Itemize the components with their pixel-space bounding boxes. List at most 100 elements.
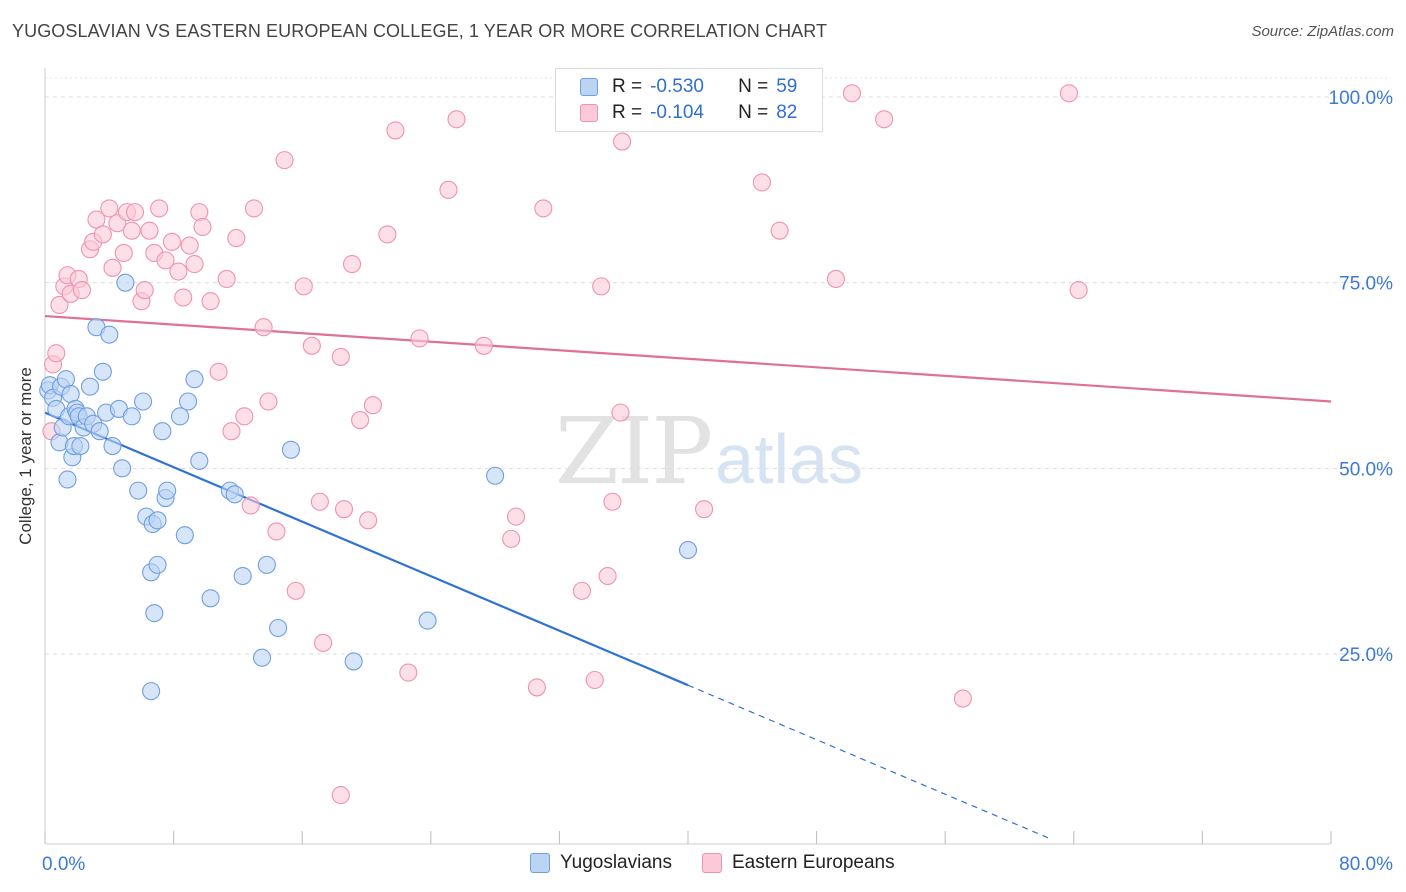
legend-n-label: N = xyxy=(738,76,769,97)
data-point xyxy=(158,481,177,500)
data-point xyxy=(114,243,133,263)
data-point xyxy=(439,180,458,199)
data-point xyxy=(613,132,632,151)
legend-r-label: R = xyxy=(612,102,643,123)
data-point xyxy=(410,329,429,348)
data-point xyxy=(90,422,109,441)
data-point xyxy=(142,682,161,701)
data-point xyxy=(140,221,159,240)
data-point xyxy=(148,511,167,530)
data-point xyxy=(125,203,145,222)
data-point xyxy=(129,481,148,500)
data-point xyxy=(474,336,493,355)
data-point xyxy=(351,411,370,430)
data-point xyxy=(875,110,894,129)
data-point xyxy=(222,422,241,441)
y-tick-label: 100.0% xyxy=(1329,88,1394,109)
data-point xyxy=(486,466,505,485)
data-point xyxy=(770,221,789,240)
legend-n-value: 82 xyxy=(776,102,798,123)
data-point xyxy=(286,581,305,600)
data-point xyxy=(275,151,294,170)
data-point xyxy=(185,370,204,389)
data-point xyxy=(93,362,112,381)
data-points xyxy=(39,84,1088,805)
trend-line-yugoslavians xyxy=(44,411,689,687)
data-point xyxy=(170,407,190,426)
legend-r-value: -0.530 xyxy=(650,76,704,97)
data-point xyxy=(378,225,397,244)
series-swatch-eastern-europeans xyxy=(701,853,722,873)
trend-line-eastern-europeans xyxy=(44,314,1332,403)
data-point xyxy=(603,492,622,511)
data-point xyxy=(72,281,92,300)
data-point xyxy=(179,392,198,411)
data-point xyxy=(1069,281,1088,300)
y-tick-label: 25.0% xyxy=(1339,645,1393,666)
axes xyxy=(44,68,1332,845)
series-swatch-yugoslavians xyxy=(530,853,550,873)
data-point xyxy=(227,229,246,248)
data-point xyxy=(169,262,188,281)
data-point xyxy=(122,407,141,426)
y-axis-label: College, 1 year or more xyxy=(16,367,35,545)
data-point xyxy=(953,689,972,708)
series-legend-eastern-europeans[interactable]: Eastern Europeans xyxy=(701,852,895,874)
data-point xyxy=(826,269,845,289)
data-point xyxy=(344,652,363,671)
data-point xyxy=(342,255,362,274)
data-point xyxy=(294,277,313,296)
series-points-yugoslavians xyxy=(39,273,698,701)
data-point xyxy=(267,522,286,541)
data-point xyxy=(113,459,132,478)
legend-r-label: R = xyxy=(612,76,643,97)
data-point xyxy=(180,236,199,255)
data-point xyxy=(148,555,167,574)
data-point xyxy=(331,347,350,366)
series-legend-yugoslavians[interactable]: Yugoslavians xyxy=(530,852,672,874)
data-point xyxy=(235,407,254,426)
data-point xyxy=(363,396,382,415)
data-point xyxy=(534,199,553,218)
data-point xyxy=(254,318,273,337)
data-point xyxy=(153,422,172,441)
data-point xyxy=(150,199,169,218)
data-point xyxy=(418,611,437,630)
data-point xyxy=(100,199,119,218)
data-point xyxy=(134,392,153,411)
legend-r-value: -0.104 xyxy=(650,102,704,123)
data-point xyxy=(122,221,141,240)
data-point xyxy=(386,121,405,140)
data-point xyxy=(257,555,276,574)
data-point xyxy=(201,589,220,608)
data-point xyxy=(156,251,175,270)
series-legend: Yugoslavians Eastern Europeans xyxy=(530,852,925,874)
data-point xyxy=(585,670,604,690)
data-point xyxy=(611,403,630,422)
data-point xyxy=(225,485,244,504)
data-point xyxy=(135,281,154,300)
data-point xyxy=(281,440,300,459)
legend-row-eastern-europeans: R = -0.104 N = 82 xyxy=(580,100,797,126)
data-point xyxy=(93,225,112,244)
legend-row-yugoslavians: R = -0.530 N = 59 xyxy=(580,74,797,100)
x-tick-label: 0.0% xyxy=(42,854,85,875)
data-point xyxy=(47,344,66,363)
data-point xyxy=(71,437,90,456)
data-point xyxy=(233,566,252,586)
data-point xyxy=(592,277,611,296)
series-label-yugoslavians: Yugoslavians xyxy=(560,852,672,873)
grid-lines xyxy=(45,77,1391,655)
data-point xyxy=(334,500,354,519)
tick-labels: 25.0% 50.0% 75.0% 100.0% 0.0% 80.0% xyxy=(42,88,1393,875)
data-point xyxy=(259,392,278,411)
data-point xyxy=(244,199,264,218)
data-point xyxy=(50,295,69,314)
data-point xyxy=(359,511,378,530)
data-point xyxy=(447,110,466,129)
data-point xyxy=(217,269,236,289)
y-tick-label: 75.0% xyxy=(1339,274,1393,295)
legend-n-label: N = xyxy=(738,102,769,123)
data-point xyxy=(269,618,288,638)
